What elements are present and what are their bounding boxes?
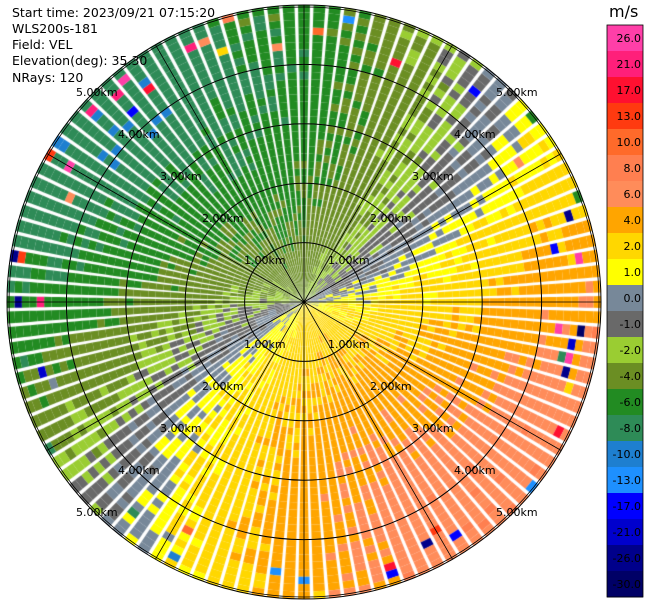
colorbar-bin-18 [607, 493, 643, 520]
colorbar-unit-label: m/s [609, 2, 638, 21]
colorbar-tick-10: 0.0 [624, 292, 642, 305]
colorbar-bin-4 [607, 129, 643, 156]
ring-label-1km-az45: 1.00km [328, 254, 370, 267]
ring-label-5km-az45: 5.00km [496, 86, 538, 99]
colorbar-tick-19: -21.0 [613, 526, 641, 539]
colorbar-frame [606, 24, 644, 598]
ring-label-5km-az225: 5.00km [76, 506, 118, 519]
colorbar-tick-21: -30.0 [613, 578, 641, 591]
azimuth-spoke-150 [303, 301, 453, 560]
colorbar-tick-12: -2.0 [620, 344, 641, 357]
instrument-text: WLS200s-181 [12, 21, 98, 36]
ring-label-2km-az315: 2.00km [202, 212, 244, 225]
ring-label-3km-az225: 3.00km [160, 422, 202, 435]
azimuth-spoke-240 [46, 301, 305, 451]
ring-label-3km-az45: 3.00km [412, 170, 454, 183]
colorbar-bin-12 [607, 337, 643, 364]
azimuth-spoke-300 [46, 153, 305, 303]
colorbar-bin-3 [607, 103, 643, 130]
ring-label-4km-az225: 4.00km [118, 464, 160, 477]
nrays-text: NRays: 120 [12, 70, 84, 85]
ring-label-4km-az315: 4.00km [118, 128, 160, 141]
azimuth-spoke-120 [303, 301, 562, 451]
colorbar-bin-1 [607, 51, 643, 78]
ring-label-3km-az315: 3.00km [160, 170, 202, 183]
colorbar-bin-11 [607, 311, 643, 338]
colorbar-tick-20: -26.0 [613, 552, 641, 565]
azimuth-spoke-30 [303, 44, 453, 303]
ring-label-2km-az135: 2.00km [370, 380, 412, 393]
colorbar-bin-2 [607, 77, 643, 104]
colorbar-tick-6: 6.0 [624, 188, 642, 201]
colorbar-bin-13 [607, 363, 643, 390]
ring-label-1km-az315: 1.00km [244, 254, 286, 267]
colorbar-tick-11: -1.0 [620, 318, 641, 331]
colorbar-tick-9: 1.0 [624, 266, 642, 279]
ring-label-3km-az135: 3.00km [412, 422, 454, 435]
ring-label-5km-az135: 5.00km [496, 506, 538, 519]
ring-label-2km-az225: 2.00km [202, 380, 244, 393]
colorbar-bin-21 [607, 571, 643, 598]
colorbar-tick-5: 8.0 [624, 162, 642, 175]
ring-label-4km-az45: 4.00km [454, 128, 496, 141]
ring-label-5km-az315: 5.00km [76, 86, 118, 99]
start-time-text: Start time: 2023/09/21 07:15:20 [12, 5, 216, 20]
colorbar-bin-7 [607, 207, 643, 234]
colorbar-tick-2: 17.0 [617, 84, 642, 97]
ring-label-4km-az135: 4.00km [454, 464, 496, 477]
colorbar-tick-18: -17.0 [613, 500, 641, 513]
colorbar-bin-5 [607, 155, 643, 182]
ring-label-2km-az45: 2.00km [370, 212, 412, 225]
colorbar-bin-14 [607, 389, 643, 416]
colorbar-tick-13: -4.0 [620, 370, 641, 383]
colorbar-bin-8 [607, 233, 643, 260]
colorbar-tick-8: 2.0 [624, 240, 642, 253]
colorbar-tick-7: 4.0 [624, 214, 642, 227]
elevation-text: Elevation(deg): 35.30 [12, 53, 148, 68]
colorbar-tick-15: -8.0 [620, 422, 641, 435]
colorbar-bin-9 [607, 259, 643, 286]
colorbar-bin-19 [607, 519, 643, 546]
azimuth-spoke-210 [155, 301, 305, 560]
ring-label-1km-az135: 1.00km [328, 338, 370, 351]
colorbar-bin-17 [607, 467, 643, 494]
colorbar-tick-1: 21.0 [617, 58, 642, 71]
azimuth-spoke-60 [303, 153, 562, 303]
colorbar-tick-0: 26.0 [617, 32, 642, 45]
colorbar-tick-14: -6.0 [620, 396, 641, 409]
colorbar-tick-3: 13.0 [617, 110, 642, 123]
colorbar-tick-4: 10.0 [617, 136, 642, 149]
colorbar-bin-0 [607, 25, 643, 52]
colorbar-bin-10 [607, 285, 643, 312]
colorbar-bin-15 [607, 415, 643, 442]
colorbar-bin-6 [607, 181, 643, 208]
azimuth-spoke-330 [155, 44, 305, 303]
colorbar-bin-20 [607, 545, 643, 572]
colorbar-tick-17: -13.0 [613, 474, 641, 487]
colorbar-tick-16: -10.0 [613, 448, 641, 461]
field-text: Field: VEL [12, 37, 73, 52]
colorbar-bin-16 [607, 441, 643, 468]
ring-label-1km-az225: 1.00km [244, 338, 286, 351]
